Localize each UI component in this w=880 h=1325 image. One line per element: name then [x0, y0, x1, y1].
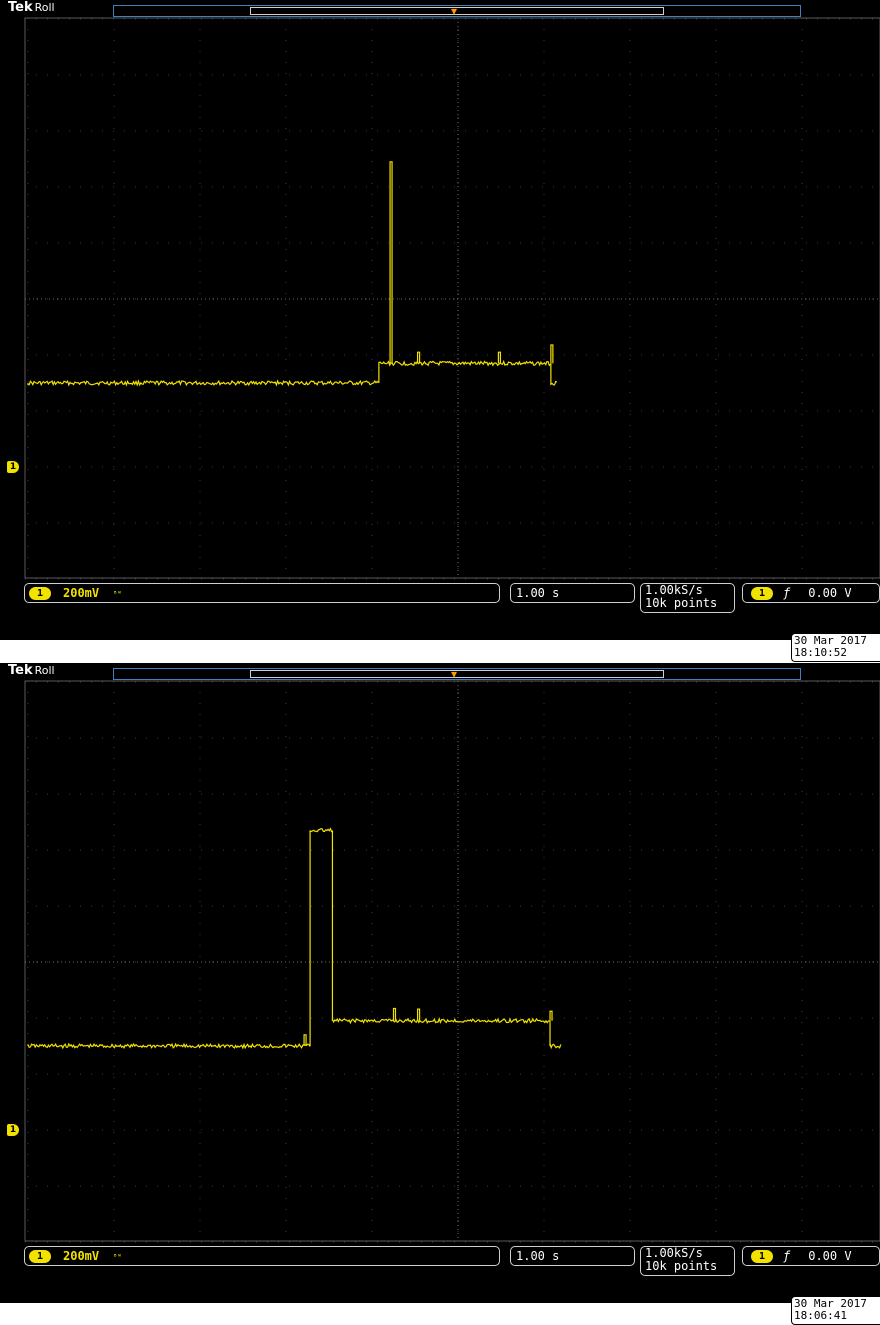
record-view-bar[interactable] — [113, 668, 801, 680]
scope-capture-1: Tek Roll ▾ 1 1 200mV ᴮᵂ 1.00 s 1.00kS/s 10k … — [0, 0, 880, 662]
rising-edge-icon: ƒ — [783, 586, 791, 600]
horizontal-scale-readout[interactable]: 1.00 s — [510, 583, 635, 603]
channel-1-ground-marker[interactable]: 1 — [7, 1124, 19, 1136]
graticule-border — [24, 17, 880, 579]
trigger-level: 0.00 V — [808, 1249, 852, 1263]
acquisition-readout[interactable]: 1.00kS/s 10k points — [640, 1246, 735, 1276]
graticule-border — [24, 680, 880, 1242]
record-length: 10k points — [645, 1259, 718, 1273]
channel-1-badge: 1 — [29, 1250, 51, 1263]
acquisition-mode: Roll — [34, 664, 55, 677]
timestamp: 30 Mar 2017 18:10:52 — [791, 633, 880, 662]
scope-capture-2: Tek Roll ▾ 1 1 200mV ᴮᵂ 1.00 s 1.00kS/s 10k … — [0, 663, 880, 1325]
waveform-segment — [309, 827, 333, 833]
date-label: 30 Mar 2017 — [794, 634, 867, 647]
waveform-spike — [392, 1007, 397, 1021]
record-view-window[interactable] — [250, 7, 664, 15]
horizontal-scale-readout[interactable]: 1.00 s — [510, 1246, 635, 1266]
waveform-segment — [331, 1016, 550, 1025]
waveform-spike — [497, 351, 502, 364]
waveform-spike — [550, 344, 554, 364]
waveform-spike — [389, 161, 393, 364]
timestamp: 30 Mar 2017 18:06:41 — [791, 1296, 880, 1325]
waveform-spike — [549, 1010, 553, 1021]
vertical-scale-readout[interactable]: 1 200mV ᴮᵂ — [24, 583, 500, 603]
waveform-spike — [303, 1034, 307, 1046]
trigger-position-icon[interactable]: ▾ — [451, 667, 458, 681]
date-label: 30 Mar 2017 — [794, 1297, 867, 1310]
waveform-segment — [550, 380, 558, 386]
waveform-segment — [549, 1043, 562, 1050]
volts-per-div: 200mV — [63, 1249, 100, 1263]
waveform-spike — [416, 351, 421, 364]
brand-label: Tek Roll — [8, 0, 55, 15]
volts-per-div: 200mV — [63, 586, 100, 600]
waveform-segment — [378, 359, 551, 367]
acquisition-mode: Roll — [34, 1, 55, 14]
brand-label: Tek Roll — [8, 663, 55, 678]
waveform-segment — [27, 379, 379, 387]
time-label: 18:10:52 — [794, 646, 847, 659]
sample-rate: 1.00kS/s — [645, 583, 703, 597]
graticule — [24, 680, 880, 1243]
trigger-readout[interactable]: 1 ƒ 0.00 V — [742, 1246, 880, 1266]
bandwidth-limit-icon: ᴮᵂ — [113, 1252, 122, 1261]
sample-rate: 1.00kS/s — [645, 1246, 703, 1260]
acquisition-readout[interactable]: 1.00kS/s 10k points — [640, 583, 735, 613]
record-view-window[interactable] — [250, 670, 664, 678]
oscilloscope-display: Tek Roll ▾ 1 1 200mV ᴮᵂ 1.00 s 1.00kS/s 10k … — [0, 663, 880, 1303]
trigger-position-icon[interactable]: ▾ — [451, 4, 458, 18]
bandwidth-limit-icon: ᴮᵂ — [113, 589, 122, 598]
trigger-source-badge: 1 — [751, 1250, 773, 1263]
oscilloscope-display: Tek Roll ▾ 1 1 200mV ᴮᵂ 1.00 s 1.00kS/s 10k … — [0, 0, 880, 640]
waveform-segment — [27, 1042, 311, 1050]
record-view-bar[interactable] — [113, 5, 801, 17]
waveform-spike — [416, 1008, 421, 1021]
graticule — [24, 17, 880, 580]
rising-edge-icon: ƒ — [783, 1249, 791, 1263]
channel-1-ground-marker[interactable]: 1 — [7, 461, 19, 473]
trigger-readout[interactable]: 1 ƒ 0.00 V — [742, 583, 880, 603]
trigger-source-badge: 1 — [751, 587, 773, 600]
record-length: 10k points — [645, 596, 718, 610]
time-label: 18:06:41 — [794, 1309, 847, 1322]
trigger-level: 0.00 V — [808, 586, 852, 600]
channel-1-badge: 1 — [29, 587, 51, 600]
vertical-scale-readout[interactable]: 1 200mV ᴮᵂ — [24, 1246, 500, 1266]
